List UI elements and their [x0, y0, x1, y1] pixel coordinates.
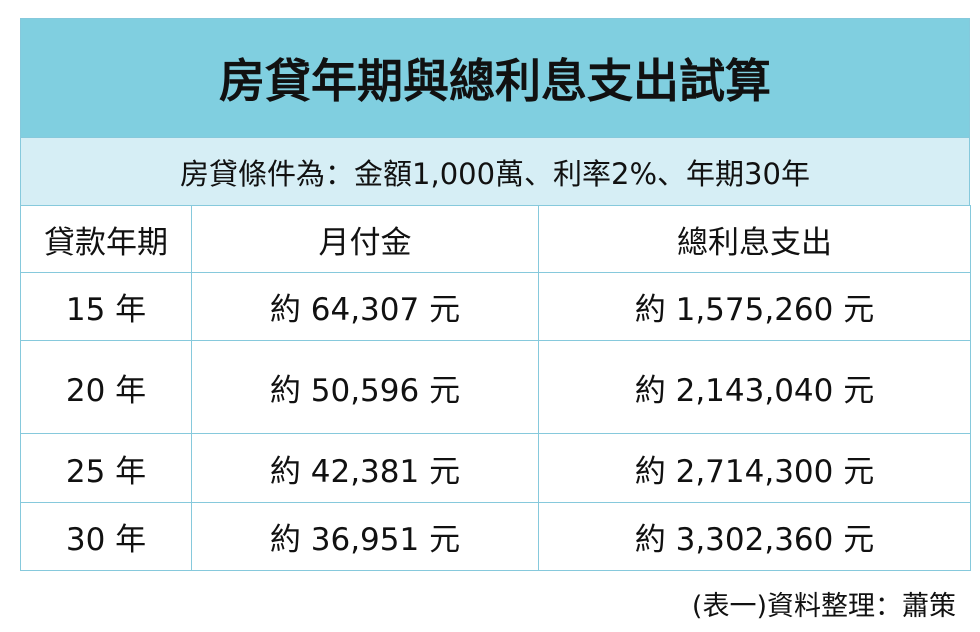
- table-cell: 約 36,951 元: [191, 502, 539, 571]
- table-cell: 約 42,381 元: [191, 433, 539, 503]
- subtitle: 房貸條件為：金額1,000萬、利率2%、年期30年: [20, 137, 970, 206]
- table-cell: 約 1,575,260 元: [538, 272, 971, 341]
- source-note: (表一)資料整理：蕭策: [691, 591, 956, 622]
- table-cell: 約 2,143,040 元: [538, 340, 971, 434]
- table-cell: 25 年: [20, 433, 192, 503]
- table-cell: 約 50,596 元: [191, 340, 539, 434]
- table-cell: 15 年: [20, 272, 192, 341]
- table-cell: 約 3,302,360 元: [538, 502, 971, 571]
- column-header: 總利息支出: [538, 205, 971, 273]
- table-cell: 約 64,307 元: [191, 272, 539, 341]
- column-header: 貸款年期: [20, 205, 192, 273]
- table-cell: 30 年: [20, 502, 192, 571]
- table-cell: 約 2,714,300 元: [538, 433, 971, 503]
- table-cell: 20 年: [20, 340, 192, 434]
- title: 房貸年期與總利息支出試算: [20, 18, 970, 138]
- column-header: 月付金: [191, 205, 539, 273]
